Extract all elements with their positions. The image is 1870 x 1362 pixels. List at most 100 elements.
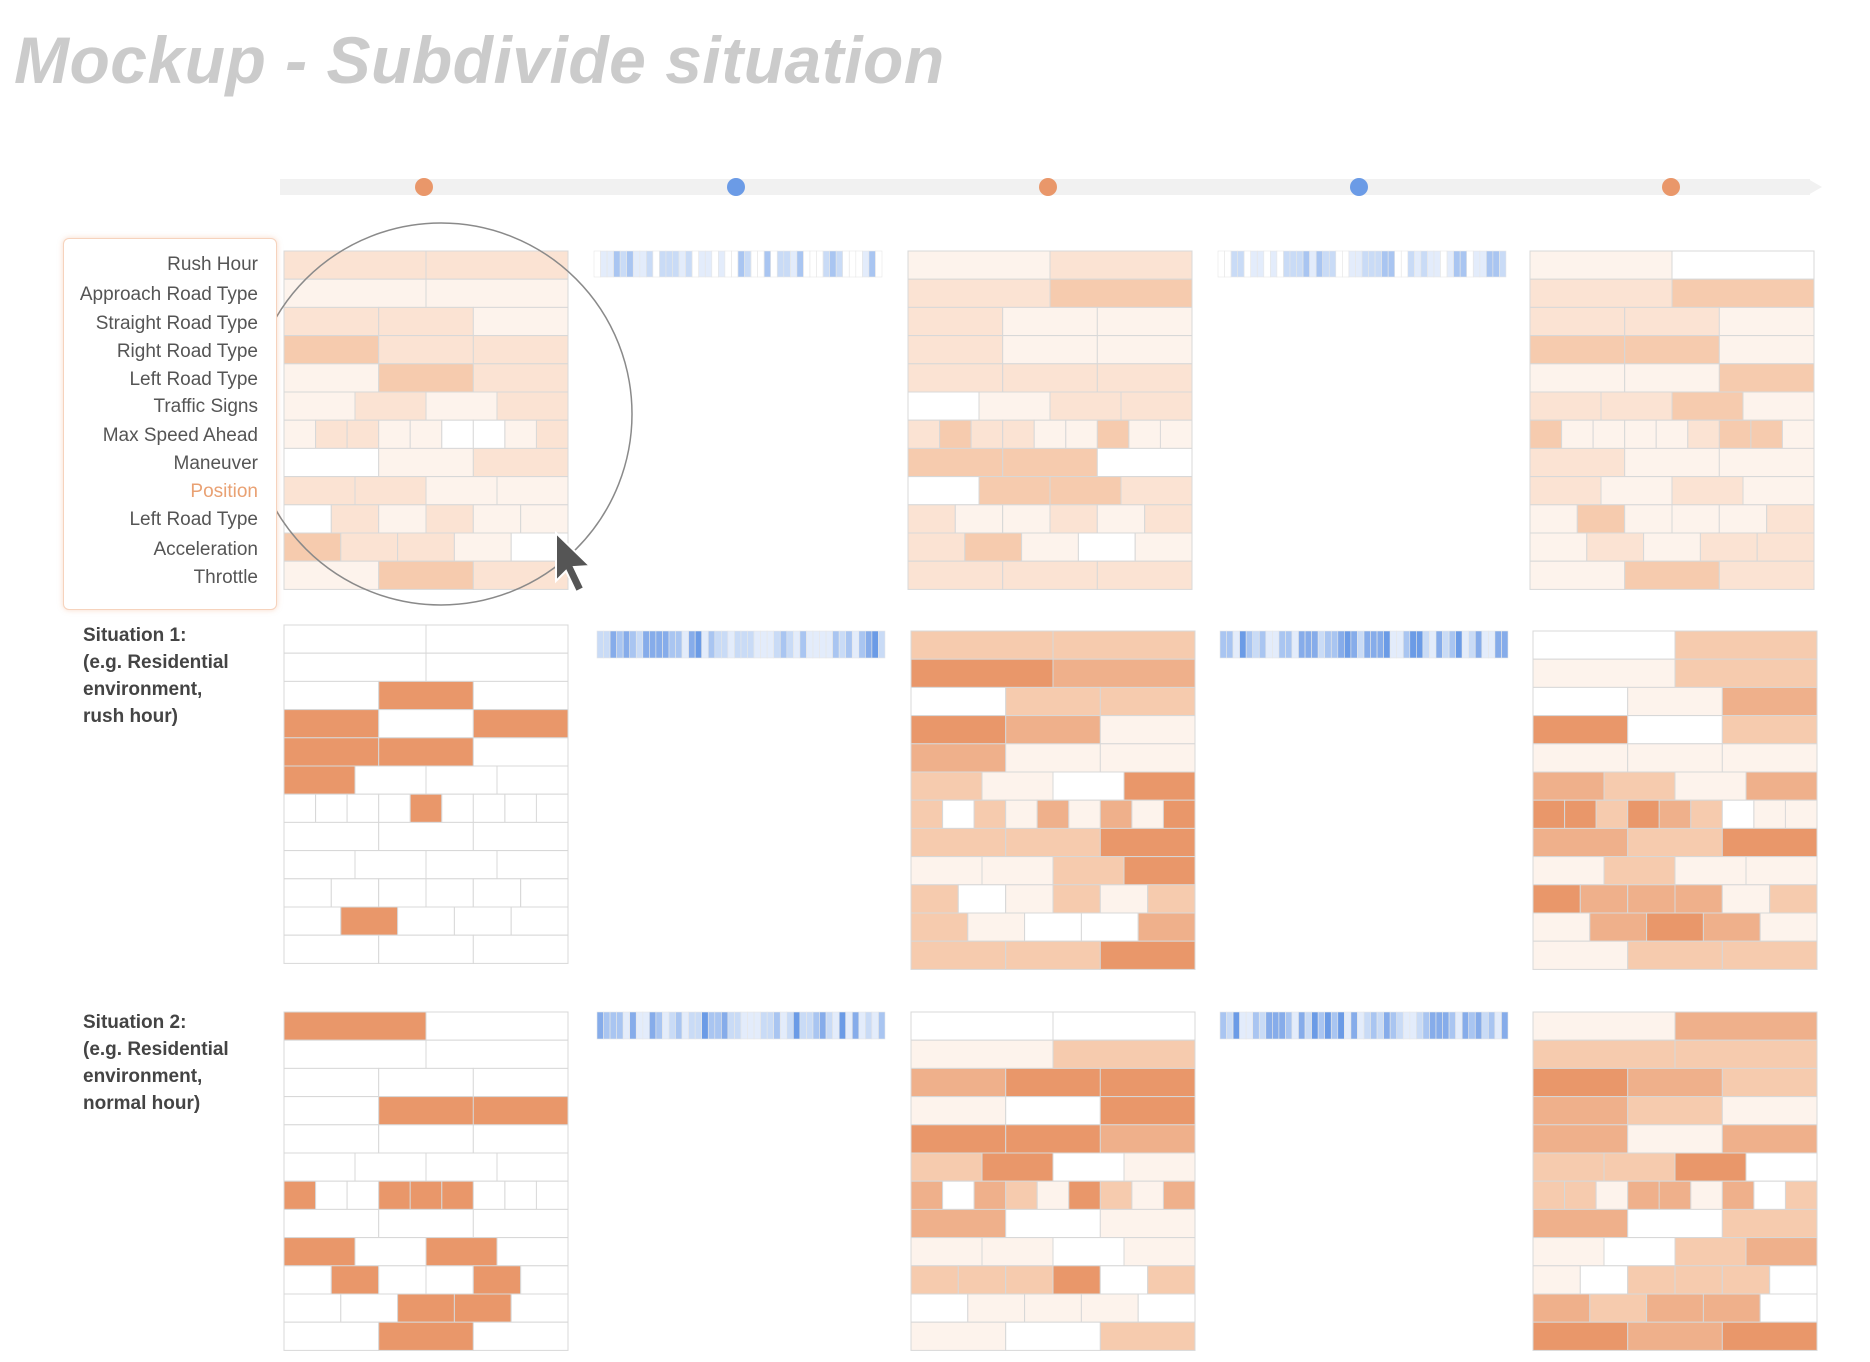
grid-cell xyxy=(378,1096,474,1126)
grid-cell xyxy=(1068,799,1101,829)
grid-cell xyxy=(409,419,443,449)
grid-cell xyxy=(910,827,1007,858)
barcode-bar xyxy=(1486,250,1494,278)
barcode-bar xyxy=(851,630,860,659)
barcode-bar xyxy=(806,630,814,659)
grid-cell xyxy=(910,912,969,942)
barcode-bar xyxy=(1355,250,1363,278)
grid-cell xyxy=(1137,1293,1196,1323)
barcode-bar xyxy=(812,630,820,659)
grid-cell xyxy=(1529,532,1588,562)
grid-cell xyxy=(1080,912,1139,942)
grid-cell xyxy=(1718,363,1815,393)
barcode-bar xyxy=(1219,630,1227,659)
grid-cell xyxy=(1603,856,1676,886)
barcode-bar xyxy=(796,250,804,278)
grid-cell xyxy=(1532,1237,1605,1267)
grid-cell xyxy=(1123,856,1196,886)
grid-cell xyxy=(1005,743,1101,773)
grid-cell xyxy=(346,1180,380,1210)
barcode-bar xyxy=(1429,630,1437,659)
grid-cell xyxy=(910,1067,1007,1098)
grid-cell xyxy=(1627,1321,1723,1351)
barcode-bar xyxy=(760,1011,768,1040)
barcode-bar xyxy=(707,630,716,659)
barcode-bar xyxy=(1376,630,1384,659)
grid-cell xyxy=(1532,1180,1566,1210)
barcode-bar xyxy=(668,630,676,659)
barcode-bar xyxy=(757,250,765,278)
barcode-bar xyxy=(1475,1011,1483,1040)
grid-cell xyxy=(981,1237,1054,1267)
barcode-bar xyxy=(1315,250,1323,278)
grid-cell xyxy=(1005,1321,1101,1351)
feature-label: Straight Road Type xyxy=(95,313,258,334)
grid-cell xyxy=(1099,940,1196,970)
matrix-grid xyxy=(283,624,569,964)
grid-cell xyxy=(283,709,380,739)
grid-cell xyxy=(1600,391,1673,421)
grid-cell xyxy=(1529,447,1626,478)
grid-cell xyxy=(973,799,1007,829)
barcode-bar xyxy=(1291,630,1299,659)
barcode-bar xyxy=(1435,630,1443,659)
barcode-bar xyxy=(1455,1011,1463,1040)
grid-cell xyxy=(910,1293,969,1323)
barcode-bar xyxy=(603,1011,611,1040)
grid-cell xyxy=(1671,476,1744,506)
barcode-bar xyxy=(1324,630,1332,659)
situation-label-line: (e.g. Residential xyxy=(83,1039,229,1060)
feature-label: Left Road Type xyxy=(129,369,258,390)
barcode-bar xyxy=(851,1011,860,1040)
grid-cell xyxy=(1674,1265,1723,1295)
barcode-bar xyxy=(1232,630,1240,659)
barcode-bar xyxy=(878,630,886,659)
grid-cell xyxy=(472,1096,569,1126)
barcode-bar xyxy=(838,1011,847,1040)
grid-cell xyxy=(378,1321,474,1351)
grid-cell xyxy=(1099,715,1196,745)
grid-cell xyxy=(1005,715,1101,745)
barcode-bar xyxy=(838,630,847,659)
barcode-bar xyxy=(704,250,713,278)
grid-cell xyxy=(910,658,1054,688)
grid-cell xyxy=(1005,1208,1101,1239)
grid-cell xyxy=(1624,306,1720,337)
matrix-grid xyxy=(910,630,1196,970)
barcode-bar xyxy=(1409,630,1417,659)
barcode-bar xyxy=(763,250,772,278)
barcode-bar xyxy=(681,630,689,659)
barcode-bar xyxy=(1414,250,1422,278)
grid-cell xyxy=(973,1180,1007,1210)
situation-label-line: Situation 1: xyxy=(83,625,187,646)
grid-cell xyxy=(1529,419,1563,449)
barcode-bar xyxy=(1304,630,1312,659)
grid-cell xyxy=(910,799,944,829)
barcode-bar xyxy=(1239,1011,1247,1040)
grid-cell xyxy=(1021,532,1079,562)
grid-cell xyxy=(1128,419,1162,449)
barcode-bar xyxy=(1370,1011,1378,1040)
grid-cell xyxy=(1065,419,1098,449)
grid-cell xyxy=(1627,1124,1723,1154)
barcode-bar xyxy=(1217,250,1225,278)
barcode-bar xyxy=(1245,630,1253,659)
grid-cell xyxy=(283,250,427,280)
grid-cell xyxy=(378,878,427,908)
grid-cell xyxy=(283,391,356,421)
grid-cell xyxy=(453,906,512,936)
grid-cell xyxy=(378,1067,474,1098)
grid-cell xyxy=(1096,504,1146,534)
barcode-bar xyxy=(1350,630,1358,659)
grid-cell xyxy=(496,391,569,421)
grid-cell xyxy=(425,850,498,880)
barcode-bar xyxy=(747,1011,755,1040)
barcode-bar xyxy=(858,1011,866,1040)
grid-cell xyxy=(1603,771,1676,801)
grid-cell xyxy=(1529,363,1626,393)
grid-cell xyxy=(378,793,411,823)
grid-cell xyxy=(472,680,569,711)
barcode-bar xyxy=(799,1011,807,1040)
grid-cell xyxy=(283,850,356,880)
grid-cell xyxy=(535,1180,569,1210)
